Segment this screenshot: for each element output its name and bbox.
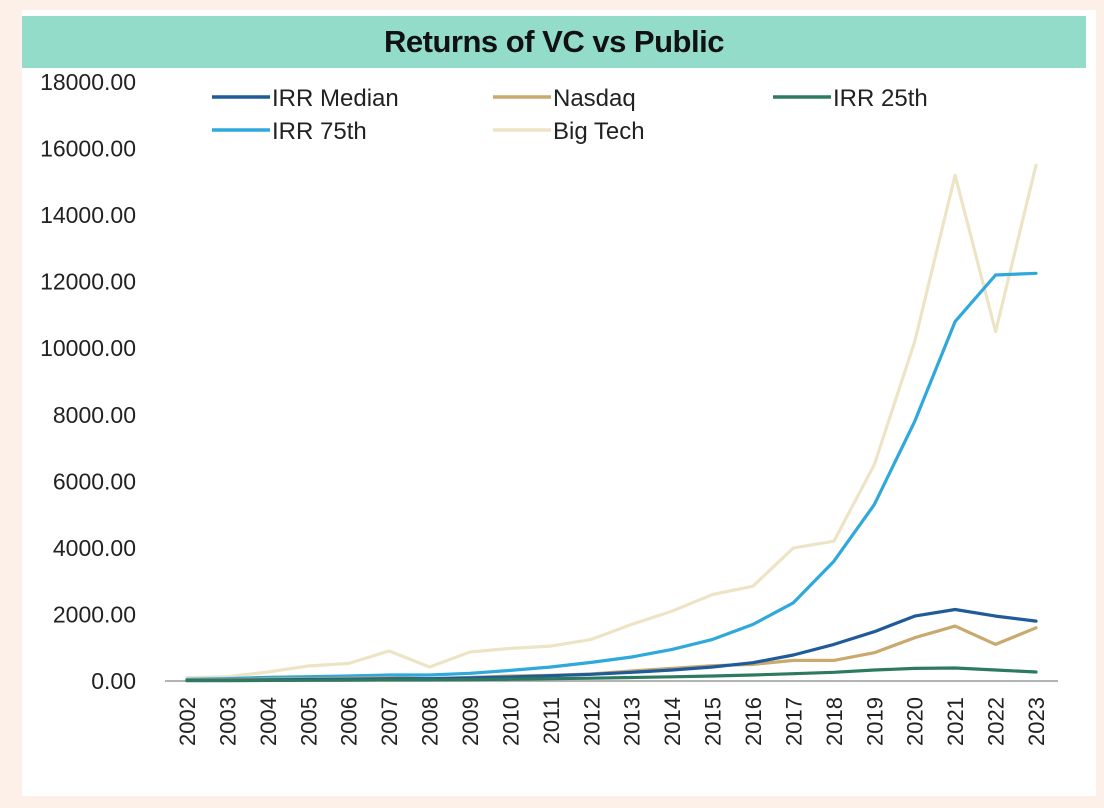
x-tick-label: 2006 <box>337 697 362 746</box>
x-tick-label: 2019 <box>862 697 887 746</box>
series-lines <box>185 163 1038 683</box>
x-tick-label: 2022 <box>984 697 1009 746</box>
x-tick-label: 2011 <box>539 697 564 744</box>
x-tick-label: 2014 <box>660 697 685 746</box>
y-tick-label: 10000.00 <box>40 335 136 361</box>
x-tick-label: 2016 <box>741 697 766 746</box>
x-axis: 2002 2003 2004 2005 2006 2007 2008 2009 2010 2011… <box>165 680 1058 746</box>
chart-title: Returns of VC vs Public <box>384 24 724 59</box>
chart-legend: IRR Median Nasdaq IRR 25th IRR 75th Big Tech <box>212 85 928 145</box>
y-axis: 0.00 2000.00 4000.00 6000.00 8000.00 10000.00… <box>40 69 136 694</box>
legend-label-nasdaq: Nasdaq <box>553 85 636 112</box>
x-tick-label: 2008 <box>418 697 443 746</box>
x-tick-label: 2021 <box>943 697 968 746</box>
x-tick-label: 2013 <box>620 697 645 746</box>
x-tick-label: 2020 <box>903 697 928 746</box>
y-tick-label: 0.00 <box>91 668 136 694</box>
x-tick-label: 2018 <box>822 697 847 746</box>
legend-label-irr-75th: IRR 75th <box>272 118 367 145</box>
legend-label-big-tech: Big Tech <box>553 118 645 145</box>
series-line-big-tech <box>185 163 1038 680</box>
y-tick-label: 14000.00 <box>40 202 136 228</box>
y-tick-label: 12000.00 <box>40 269 136 295</box>
x-tick-label: 2002 <box>175 697 200 746</box>
x-tick-label: 2003 <box>215 697 240 746</box>
x-tick-label: 2007 <box>377 697 402 746</box>
x-tick-label: 2012 <box>579 697 604 746</box>
x-tick-label: 2010 <box>498 697 523 746</box>
y-tick-label: 2000.00 <box>53 601 136 627</box>
x-tick-label: 2009 <box>458 697 483 746</box>
y-tick-label: 4000.00 <box>53 535 136 561</box>
series-line-irr-75th <box>185 271 1038 681</box>
x-tick-label: 2023 <box>1024 697 1049 746</box>
series-line-irr-25th <box>185 666 1038 683</box>
y-tick-label: 8000.00 <box>53 402 136 428</box>
x-tick-label: 2004 <box>256 697 281 746</box>
legend-label-irr-25th: IRR 25th <box>833 85 928 112</box>
y-tick-label: 18000.00 <box>40 69 136 95</box>
y-tick-label: 16000.00 <box>40 136 136 162</box>
y-tick-label: 6000.00 <box>53 468 136 494</box>
legend-label-irr-median: IRR Median <box>272 85 399 112</box>
title-banner: Returns of VC vs Public <box>22 16 1086 68</box>
x-tick-label: 2005 <box>296 697 321 746</box>
x-tick-label: 2015 <box>701 697 726 746</box>
x-tick-label: 2017 <box>781 697 806 746</box>
